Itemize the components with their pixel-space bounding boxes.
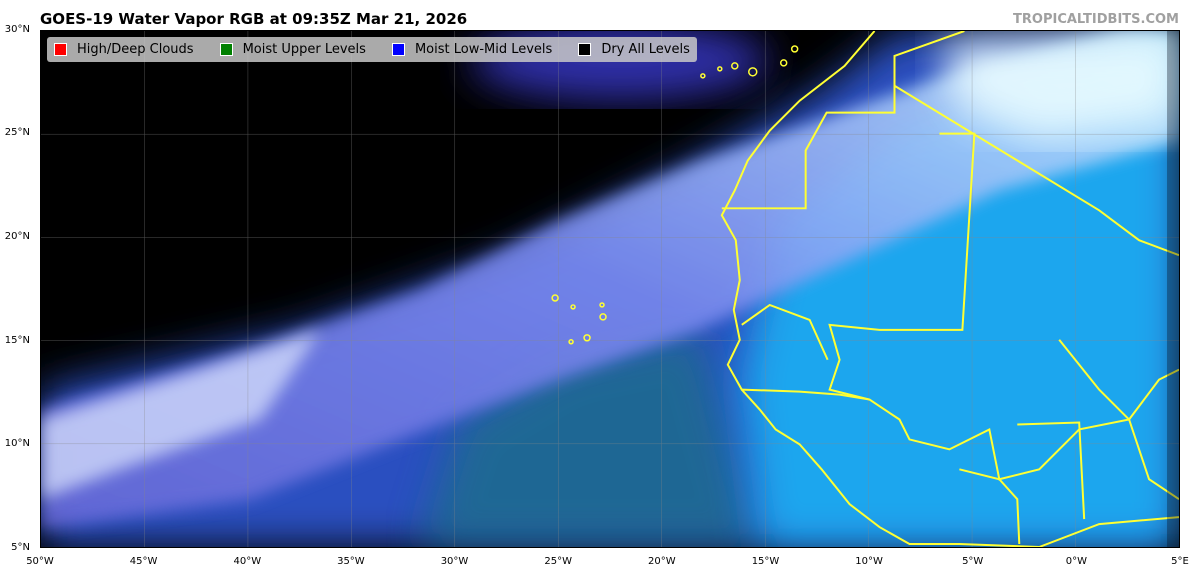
legend-label: Moist Upper Levels [242, 42, 366, 57]
map-svg [41, 21, 1180, 549]
legend-swatch-red [54, 43, 67, 56]
legend-swatch-blue [391, 43, 405, 56]
legend-item-high-deep-clouds: High/Deep Clouds [54, 42, 194, 57]
y-tick-label: 15°N [4, 335, 30, 346]
canary-islands [700, 45, 799, 79]
legend-swatch-black [578, 43, 592, 56]
moist-teal-region [420, 329, 760, 547]
legend-label: Moist Low-Mid Levels [414, 42, 553, 57]
border-ivory-coast [959, 468, 1021, 545]
x-tick-label: 5°W [962, 556, 984, 567]
x-tick-label: 30°W [440, 556, 469, 567]
border-guinea [741, 388, 870, 401]
cloud-band [41, 31, 1179, 530]
y-tick-label: 5°N [11, 542, 30, 553]
x-tick-label: 40°W [233, 556, 262, 567]
figure-title: GOES-19 Water Vapor RGB at 09:35Z Mar 21… [40, 10, 468, 28]
x-tick-label: 0°W [1065, 556, 1088, 567]
legend-item-moist-upper: Moist Upper Levels [219, 42, 366, 57]
legend-swatch-green [219, 43, 233, 56]
credit: TROPICALTIDBITS.COM [1013, 12, 1179, 27]
legend: High/Deep Clouds Moist Upper Levels Mois… [47, 37, 697, 62]
x-tick-label: 35°W [337, 556, 365, 567]
y-tick-label: 10°N [4, 438, 30, 449]
gridlines [41, 31, 1179, 547]
x-tick-label: 5°E [1171, 556, 1189, 567]
x-tick-label: 20°W [647, 556, 676, 567]
y-tick-label: 20°N [4, 231, 30, 242]
border-mauritania [893, 84, 1180, 257]
border-senegal [741, 303, 829, 361]
x-tick-label: 45°W [129, 556, 158, 567]
border-niger [1058, 339, 1180, 501]
border-ghana [1017, 421, 1086, 520]
africa-coastline [720, 30, 1180, 549]
satellite-map [40, 21, 1180, 549]
x-tick-label: 15°W [751, 556, 780, 567]
legend-item-dry: Dry All Levels [578, 42, 690, 57]
coastlines-borders [720, 30, 1180, 549]
x-tick-label: 10°W [855, 556, 883, 567]
border-mali [828, 132, 1180, 481]
border-western-sahara [721, 30, 965, 210]
legend-label: High/Deep Clouds [77, 42, 194, 57]
cloud-patch [41, 329, 321, 500]
legend-label: Dry All Levels [601, 42, 690, 57]
x-tick-label: 25°W [544, 556, 572, 567]
x-tick-label: 50°W [26, 556, 54, 567]
limb-edge [1167, 31, 1179, 547]
cape-verde-islands [551, 294, 607, 345]
y-tick-label: 30°N [4, 24, 30, 35]
y-tick-label: 25°N [4, 127, 30, 138]
bright-cloud [939, 31, 1179, 141]
legend-item-moist-low-mid: Moist Low-Mid Levels [391, 42, 553, 57]
